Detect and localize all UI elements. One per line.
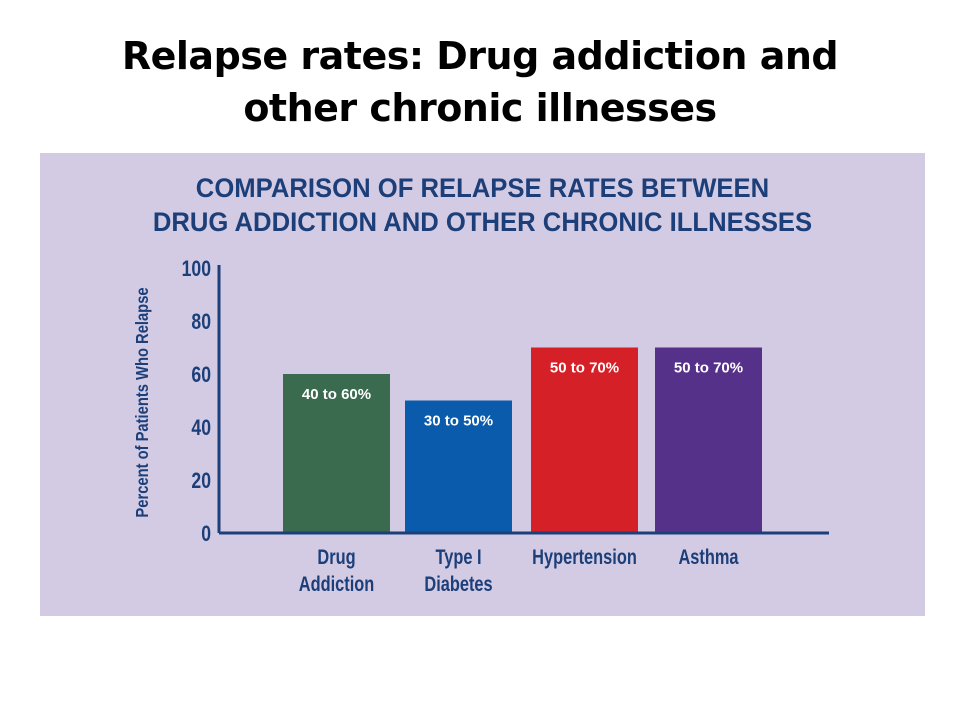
x-tick-label: Type I [435, 545, 481, 568]
y-axis-label: Percent of Patients Who Relapse [133, 287, 153, 517]
bar [283, 374, 390, 533]
chart-title-line2: DRUG ADDICTION AND OTHER CHRONIC ILLNESS… [152, 207, 813, 237]
y-tick-label: 20 [191, 469, 211, 493]
y-tick-label: 0 [201, 522, 211, 546]
x-tick-label: Drug [317, 545, 355, 568]
data-label: 50 to 70% [550, 360, 619, 377]
y-tick-label: 60 [191, 363, 211, 387]
chart-title-line1: COMPARISON OF RELAPSE RATES BETWEEN [195, 173, 770, 203]
chart-title: COMPARISON OF RELAPSE RATES BETWEEN DRUG… [62, 171, 903, 239]
x-tick-label: Diabetes [424, 572, 492, 595]
chart-panel: COMPARISON OF RELAPSE RATES BETWEEN DRUG… [40, 153, 925, 616]
bar [405, 400, 512, 533]
bar [655, 347, 762, 533]
data-label: 30 to 50% [424, 413, 493, 430]
slide-title-line2: other chronic illnesses [243, 86, 717, 130]
slide-title: Relapse rates: Drug addiction and other … [0, 30, 960, 134]
x-tick-label: Asthma [678, 545, 739, 568]
y-tick-label: 80 [191, 310, 211, 334]
data-label: 40 to 60% [302, 386, 371, 403]
y-tick-label: 100 [182, 257, 211, 281]
bar [531, 347, 638, 533]
bar-chart: 40 to 60% 30 to 50% 50 to 70% 50 to 70% 0 20 4… [133, 257, 829, 595]
slide-title-line1: Relapse rates: Drug addiction and [121, 34, 839, 78]
x-tick-label: Hypertension [532, 545, 637, 568]
x-tick-label: Addiction [299, 572, 375, 595]
y-tick-label: 40 [191, 416, 211, 440]
data-label: 50 to 70% [674, 360, 743, 377]
